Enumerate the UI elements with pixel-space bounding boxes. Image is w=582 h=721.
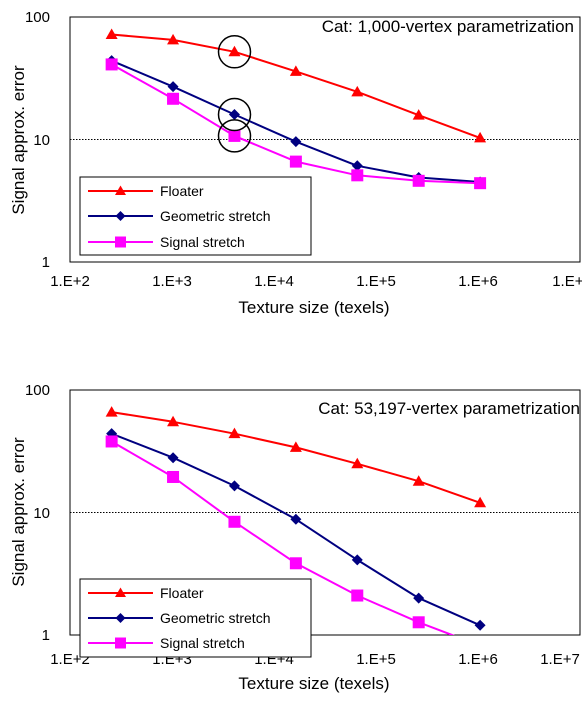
data-point-geometric-stretch bbox=[228, 108, 240, 120]
x-tick-label: 1.E+6 bbox=[458, 651, 498, 668]
data-point-signal-stretch bbox=[351, 169, 364, 182]
data-point-floater bbox=[412, 109, 425, 120]
chart-title: Cat: 53,197-vertex parametrization bbox=[318, 399, 580, 418]
y-axis-title: Signal approx. error bbox=[9, 65, 28, 215]
x-tick-label: 1.E+6 bbox=[458, 273, 498, 290]
y-tick-label: 1 bbox=[42, 627, 50, 644]
legend-label: Floater bbox=[160, 183, 204, 199]
y-tick-label: 10 bbox=[33, 505, 50, 522]
data-point-floater bbox=[105, 28, 118, 39]
data-point-geometric-stretch bbox=[290, 513, 302, 525]
highlight-circles bbox=[217, 35, 252, 153]
highlight-circle bbox=[217, 97, 252, 132]
y-axis-title: Signal approx. error bbox=[9, 437, 28, 587]
legend-marker-diamond bbox=[115, 211, 126, 221]
legend-label: Geometric stretch bbox=[160, 610, 270, 626]
data-point-floater bbox=[289, 65, 302, 76]
data-point-signal-stretch bbox=[412, 616, 425, 629]
legend: Floater Geometric stretch Signal stretch bbox=[79, 578, 312, 658]
legend-label: Geometric stretch bbox=[160, 208, 270, 224]
x-tick-label: 1.E+4 bbox=[254, 273, 294, 290]
legend-marker-square bbox=[115, 637, 126, 649]
y-tick-label: 10 bbox=[33, 132, 50, 149]
data-point-signal-stretch bbox=[105, 435, 118, 448]
x-axis-title: Texture size (texels) bbox=[238, 674, 389, 693]
x-tick-label: 1.E+3 bbox=[152, 273, 192, 290]
data-point-geometric-stretch bbox=[413, 592, 425, 604]
legend-label: Floater bbox=[160, 585, 204, 601]
highlight-circle bbox=[217, 35, 252, 69]
legend-label: Signal stretch bbox=[160, 234, 245, 250]
x-tick-label: 1.E+2 bbox=[50, 273, 90, 290]
data-point-geometric-stretch bbox=[351, 160, 363, 172]
x-tick-label: 1.E+7 bbox=[552, 273, 582, 290]
data-point-signal-stretch bbox=[474, 640, 486, 652]
plot-series-layer bbox=[105, 406, 487, 652]
legend-marker-square bbox=[115, 236, 126, 248]
data-point-floater bbox=[167, 33, 180, 45]
data-point-floater bbox=[351, 457, 364, 469]
data-point-floater bbox=[228, 427, 241, 439]
legend-marker-diamond bbox=[115, 613, 126, 623]
y-tick-label: 100 bbox=[25, 382, 50, 399]
data-point-floater bbox=[228, 45, 241, 57]
x-axis-title: Texture size (texels) bbox=[238, 298, 389, 317]
data-point-floater bbox=[167, 415, 180, 427]
data-point-signal-stretch bbox=[167, 92, 180, 105]
data-point-geometric-stretch bbox=[167, 81, 179, 93]
data-point-signal-stretch bbox=[289, 557, 302, 570]
chart-1: Cat: 1,000-vertex parametrization 100 10… bbox=[9, 9, 582, 317]
data-point-geometric-stretch bbox=[290, 136, 302, 148]
chart-2: Cat: 53,197-vertex parametrization 100 1… bbox=[9, 382, 581, 693]
data-point-geometric-stretch bbox=[167, 452, 179, 464]
data-point-signal-stretch bbox=[289, 155, 302, 168]
data-point-geometric-stretch bbox=[351, 554, 363, 566]
chart-title: Cat: 1,000-vertex parametrization bbox=[322, 17, 574, 36]
plot-series-layer bbox=[105, 28, 487, 190]
data-point-signal-stretch bbox=[351, 589, 364, 602]
highlight-circle bbox=[217, 119, 252, 153]
data-point-geometric-stretch bbox=[228, 480, 240, 492]
data-point-signal-stretch bbox=[105, 58, 118, 71]
data-point-signal-stretch bbox=[228, 515, 241, 528]
data-point-signal-stretch bbox=[474, 177, 487, 190]
x-tick-label: 1.E+5 bbox=[356, 651, 396, 668]
data-point-floater bbox=[351, 85, 364, 97]
data-point-floater bbox=[474, 131, 487, 143]
data-point-floater bbox=[289, 441, 302, 452]
data-point-floater bbox=[412, 475, 425, 486]
data-point-signal-stretch bbox=[412, 174, 425, 187]
legend: Floater Geometric stretch Signal stretch bbox=[79, 176, 312, 256]
y-tick-label: 100 bbox=[25, 9, 50, 26]
legend-marker-triangle bbox=[115, 185, 126, 195]
data-point-signal-stretch bbox=[228, 129, 241, 142]
x-tick-label: 1.E+5 bbox=[356, 273, 396, 290]
x-tick-label: 1.E+7 bbox=[540, 651, 580, 668]
legend-label: Signal stretch bbox=[160, 635, 245, 651]
data-point-floater bbox=[474, 496, 487, 508]
data-point-geometric-stretch bbox=[474, 619, 486, 631]
data-point-floater bbox=[105, 406, 118, 417]
y-tick-label: 1 bbox=[42, 254, 50, 271]
legend-marker-triangle bbox=[115, 587, 126, 597]
data-point-signal-stretch bbox=[167, 470, 180, 483]
